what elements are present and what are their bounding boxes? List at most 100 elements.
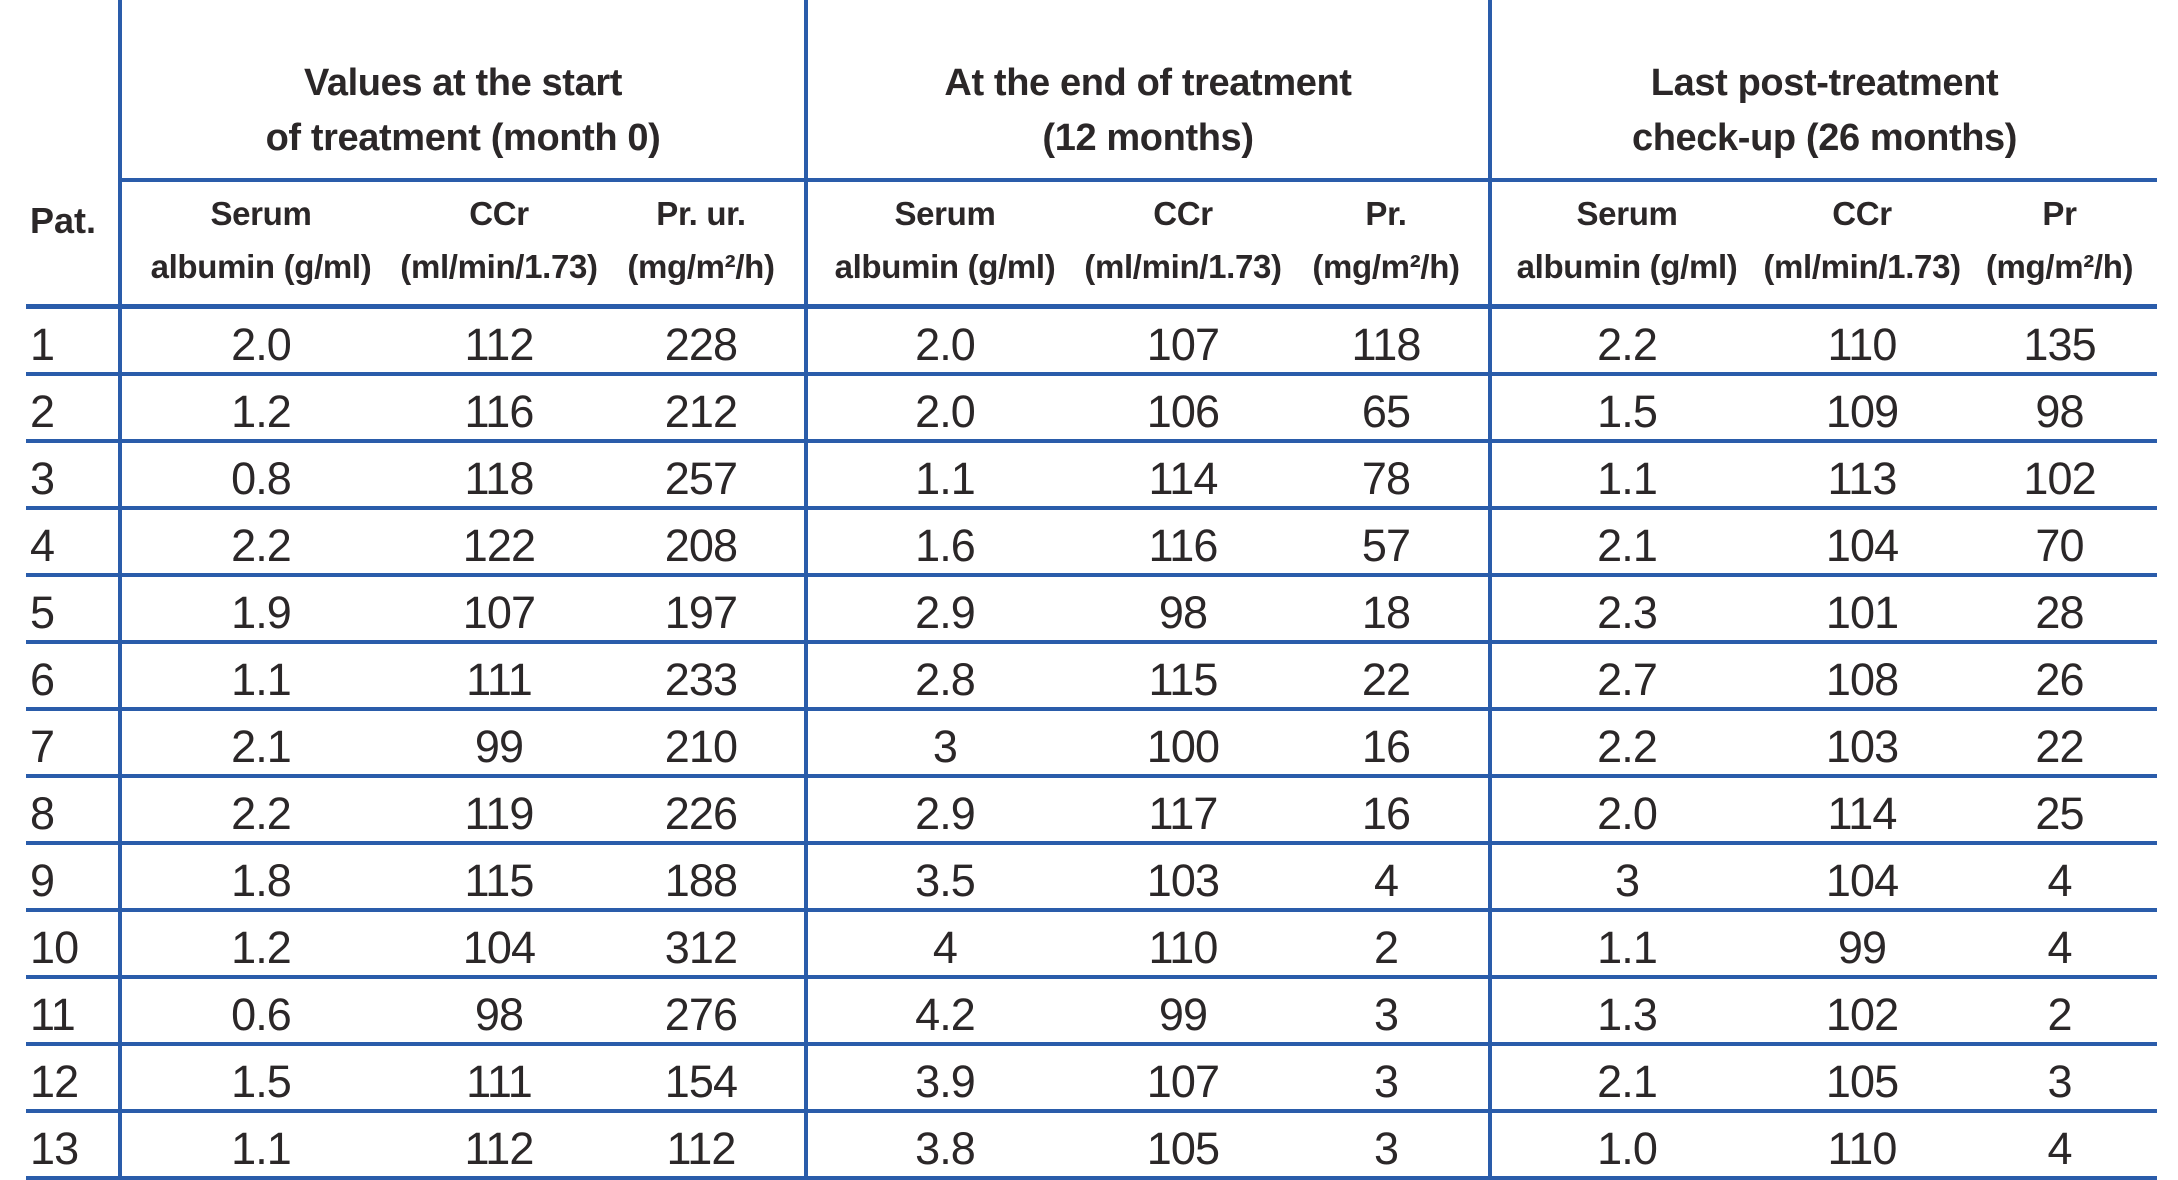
value-cell: 99 (1082, 977, 1284, 1046)
value-cell: 312 (598, 910, 806, 979)
column-header-line2: (mg/m²/h) (1985, 248, 2134, 286)
table-row: 8 2.2 119 226 2.9 117 16 2.0 114 25 (26, 776, 2158, 845)
value-cell: 110 (1762, 306, 1963, 376)
value-cell: 0.8 (118, 441, 400, 510)
value-cell: 115 (400, 843, 598, 912)
column-header-line1: Pr (2042, 195, 2077, 233)
value-cell: 78 (1284, 441, 1491, 510)
value-cell: 3.9 (804, 1044, 1082, 1113)
column-header-ccr: CCr (ml/min/1.73) (1762, 180, 1963, 309)
value-cell: 135 (1962, 306, 2158, 376)
patient-id-cell: 10 (26, 910, 122, 979)
value-cell: 4 (1962, 1111, 2158, 1180)
group-title-line2: (12 months) (1042, 116, 1254, 159)
patient-id-cell: 4 (26, 508, 122, 577)
value-cell: 1.5 (118, 1044, 400, 1113)
value-cell: 16 (1284, 776, 1491, 845)
value-cell: 107 (400, 575, 598, 644)
column-header-line2: (ml/min/1.73) (400, 248, 598, 286)
column-header-line1: CCr (1832, 195, 1892, 233)
column-header-line2: (ml/min/1.73) (1763, 248, 1961, 286)
value-cell: 2.0 (804, 374, 1082, 443)
value-cell: 1.2 (118, 374, 400, 443)
value-cell: 2.2 (1488, 709, 1763, 778)
value-cell: 208 (598, 508, 806, 577)
value-cell: 4 (1962, 910, 2158, 979)
value-cell: 107 (1082, 306, 1284, 376)
value-cell: 102 (1962, 441, 2158, 510)
value-cell: 2.1 (118, 709, 400, 778)
column-header-line2: (mg/m²/h) (627, 248, 775, 286)
value-cell: 101 (1762, 575, 1963, 644)
table-body: 1 2.0 112 228 2.0 107 118 2.2 110 135 2 1.2 116 212 2.… (26, 306, 2158, 1180)
value-cell: 111 (400, 642, 598, 711)
value-cell: 1.6 (804, 508, 1082, 577)
table-row: 13 1.1 112 112 3.8 105 3 1.0 110 4 (26, 1111, 2158, 1180)
value-cell: 197 (598, 575, 806, 644)
value-cell: 117 (1082, 776, 1284, 845)
table-row: 12 1.5 111 154 3.9 107 3 2.1 105 3 (26, 1044, 2158, 1113)
patient-id-cell: 1 (26, 306, 122, 376)
value-cell: 115 (1082, 642, 1284, 711)
value-cell: 4 (1962, 843, 2158, 912)
value-cell: 112 (400, 1111, 598, 1180)
patient-id-cell: 12 (26, 1044, 122, 1113)
value-cell: 70 (1962, 508, 2158, 577)
value-cell: 118 (1284, 306, 1491, 376)
group-title-line1: Last post-treatment (1650, 61, 1999, 104)
column-header-line2: albumin (g/ml) (150, 248, 372, 286)
patient-id-cell: 13 (26, 1111, 122, 1180)
value-cell: 2.7 (1488, 642, 1763, 711)
patient-results-table: Pat. Values at the start of treatment (m… (26, 0, 2158, 1180)
value-cell: 1.1 (118, 642, 400, 711)
value-cell: 2.1 (1488, 508, 1763, 577)
table-row: 5 1.9 107 197 2.9 98 18 2.3 101 28 (26, 575, 2158, 644)
value-cell: 105 (1762, 1044, 1963, 1113)
value-cell: 104 (1762, 508, 1963, 577)
value-cell: 26 (1962, 642, 2158, 711)
value-cell: 108 (1762, 642, 1963, 711)
column-header-line2: albumin (g/ml) (1516, 248, 1738, 286)
value-cell: 98 (400, 977, 598, 1046)
patient-id-cell: 2 (26, 374, 122, 443)
value-cell: 22 (1962, 709, 2158, 778)
value-cell: 226 (598, 776, 806, 845)
value-cell: 1.5 (1488, 374, 1763, 443)
table-row: 1 2.0 112 228 2.0 107 118 2.2 110 135 (26, 306, 2158, 376)
column-header-line1: Serum (1576, 195, 1678, 233)
value-cell: 1.2 (118, 910, 400, 979)
column-header-serum-albumin: Serum albumin (g/ml) (804, 180, 1082, 309)
patient-id-cell: 9 (26, 843, 122, 912)
value-cell: 110 (1762, 1111, 1963, 1180)
group-header-row: Pat. Values at the start of treatment (m… (26, 0, 2158, 309)
value-cell: 188 (598, 843, 806, 912)
patient-id-cell: 7 (26, 709, 122, 778)
table-row: 11 0.6 98 276 4.2 99 3 1.3 102 2 (26, 977, 2158, 1046)
value-cell: 105 (1082, 1111, 1284, 1180)
column-header-line2: (mg/m²/h) (1312, 248, 1460, 286)
value-cell: 1.1 (1488, 441, 1763, 510)
value-cell: 257 (598, 441, 806, 510)
group-header-26months: Last post-treatment check-up (26 months) (1488, 0, 2158, 182)
column-header-serum-albumin: Serum albumin (g/ml) (1488, 180, 1763, 309)
value-cell: 4.2 (804, 977, 1082, 1046)
value-cell: 2.3 (1488, 575, 1763, 644)
value-cell: 119 (400, 776, 598, 845)
value-cell: 4 (1284, 843, 1491, 912)
value-cell: 154 (598, 1044, 806, 1113)
value-cell: 57 (1284, 508, 1491, 577)
value-cell: 116 (1082, 508, 1284, 577)
value-cell: 1.0 (1488, 1111, 1763, 1180)
table-row: 6 1.1 111 233 2.8 115 22 2.7 108 26 (26, 642, 2158, 711)
value-cell: 0.6 (118, 977, 400, 1046)
table-row: 7 2.1 99 210 3 100 16 2.2 103 22 (26, 709, 2158, 778)
value-cell: 228 (598, 306, 806, 376)
value-cell: 114 (1082, 441, 1284, 510)
value-cell: 107 (1082, 1044, 1284, 1113)
column-header-serum-albumin: Serum albumin (g/ml) (118, 180, 400, 309)
group-title-line2: check-up (26 months) (1631, 116, 2018, 159)
group-title-line1: Values at the start (303, 61, 623, 104)
value-cell: 2.9 (804, 575, 1082, 644)
value-cell: 233 (598, 642, 806, 711)
patient-id-cell: 11 (26, 977, 122, 1046)
